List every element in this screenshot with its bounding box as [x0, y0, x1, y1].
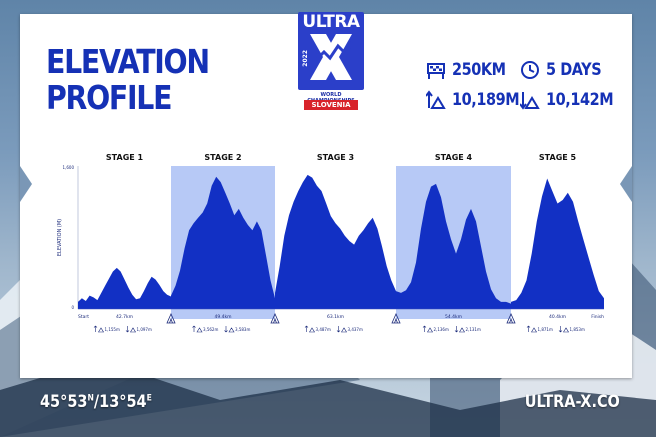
website-link[interactable]: ULTRA-X.CO — [524, 392, 620, 412]
logo-badge: ULTRA 2022 — [298, 12, 364, 90]
page-title: ELEVATION PROFILE — [46, 42, 210, 117]
stage-title: STAGE 1 — [106, 153, 144, 162]
finish-flag-icon — [427, 63, 445, 79]
descent-mini-icon — [454, 326, 466, 333]
ascent-mini-icon — [192, 325, 203, 333]
stage-descent: 3,583m — [235, 327, 250, 332]
y-axis-label: ELEVATION (M) — [57, 219, 63, 256]
latitude-direction: N — [87, 393, 94, 404]
descent-mini-icon — [558, 326, 570, 333]
stage-descent: 1,097m — [137, 327, 152, 332]
latitude: 45°53 — [40, 392, 88, 412]
stage-title: STAGE 5 — [539, 153, 577, 162]
stage-title: STAGE 2 — [204, 153, 241, 162]
duration-stat: 5 DAYS — [520, 60, 611, 80]
descent-stat: 10,142M — [520, 90, 625, 110]
race-stats: 250KM 5 DAYS 10,189M 10,142M — [420, 60, 620, 120]
stage-distance: 40.4km — [549, 314, 566, 320]
title-line-1: ELEVATION — [46, 42, 210, 81]
camp-tent-icon — [166, 313, 176, 324]
stage-distance: 63.1km — [327, 314, 344, 320]
stage-distance: 42.7km — [116, 314, 133, 320]
clock-icon — [521, 61, 539, 79]
stage-title: STAGE 4 — [435, 153, 473, 162]
x-mark-icon — [310, 34, 354, 80]
descent-icon — [520, 92, 540, 110]
title-line-2: PROFILE — [46, 78, 172, 117]
stage-descent: 3,437m — [348, 327, 363, 332]
event-logo: ULTRA 2022 WORLD CHAMPIONSHIPS SLOVENIA — [298, 12, 364, 110]
stage-ascent: 3,562m — [203, 327, 218, 332]
ascent-mini-icon — [422, 325, 434, 333]
stage-ascent: 1,871m — [538, 327, 553, 332]
descent-mini-icon — [224, 326, 235, 333]
ascent-mini-icon — [93, 325, 105, 333]
stage-distance: 49.4km — [214, 314, 231, 320]
ascent-mini-icon — [526, 325, 538, 333]
distance-stat: 250KM — [426, 60, 515, 80]
logo-brand: ULTRA — [302, 12, 360, 32]
descent-value: 10,142M — [546, 90, 614, 110]
camp-tent-icon — [391, 313, 401, 324]
left-notch — [20, 166, 32, 202]
ascent-mini-icon — [304, 325, 316, 333]
camp-tent-icon — [270, 313, 280, 324]
ascent-value: 10,189M — [452, 90, 520, 110]
stage-title: STAGE 3 — [317, 153, 354, 162]
distance-value: 250KM — [452, 60, 506, 80]
longitude-direction: E — [146, 393, 152, 404]
stage-ascent: 1,155m — [105, 327, 120, 332]
finish-label: Finish — [591, 314, 604, 320]
stage-distance: 54.4km — [445, 314, 462, 320]
elevation-area — [78, 174, 604, 309]
camp-tent-icon — [506, 313, 516, 324]
logo-country: SLOVENIA — [304, 100, 358, 110]
stage-ascent: 2,136m — [434, 327, 449, 332]
longitude: 13°54 — [99, 392, 147, 412]
ascent-icon — [426, 90, 446, 109]
coordinates: 45°53N/13°54E — [40, 392, 152, 412]
y-tick-label: 0 — [71, 305, 74, 310]
descent-mini-icon — [125, 326, 137, 333]
stage-descent: 1,853m — [570, 327, 585, 332]
start-label: Start — [78, 314, 89, 320]
stage-ascent: 3,487m — [316, 327, 331, 332]
y-tick-label: 1,600 — [63, 165, 75, 170]
descent-mini-icon — [336, 326, 348, 333]
ascent-stat: 10,189M — [426, 90, 531, 110]
stage-descent: 2,131m — [466, 327, 481, 332]
duration-value: 5 DAYS — [546, 60, 602, 80]
elevation-chart: STAGE 1 STAGE 2 STAGE 3 STAGE 4 STAGE 5 1,600… — [57, 153, 604, 333]
right-notch — [620, 166, 632, 202]
